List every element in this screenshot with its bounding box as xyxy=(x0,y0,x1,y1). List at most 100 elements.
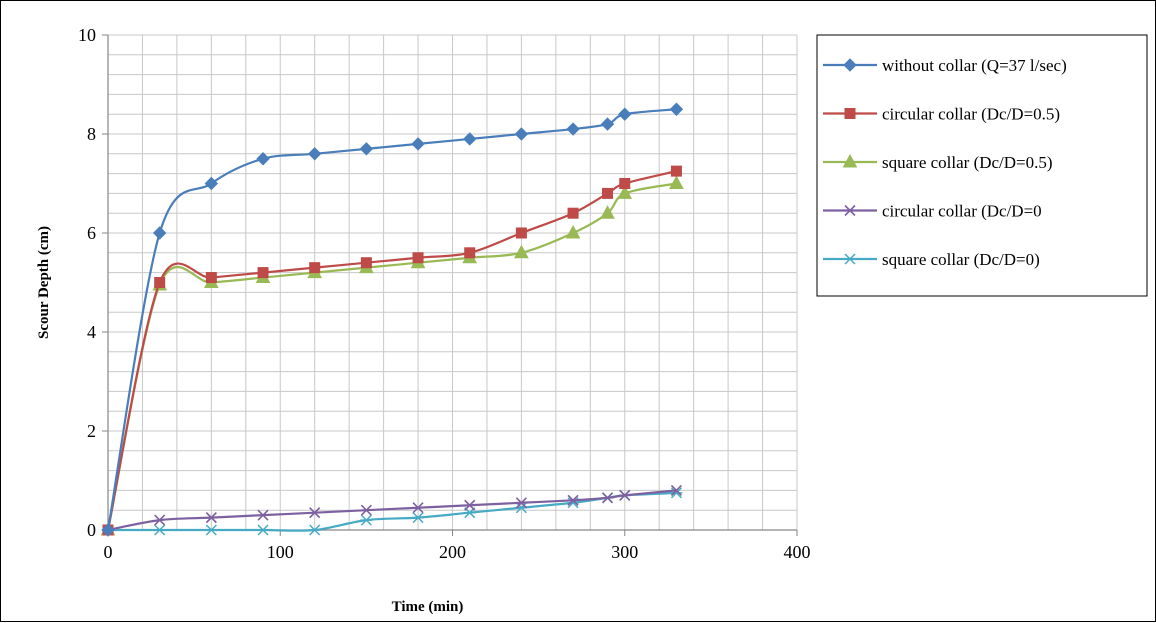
grid-lines xyxy=(107,34,798,531)
data-point xyxy=(309,507,321,519)
data-point xyxy=(308,524,321,536)
data-point xyxy=(515,497,527,509)
legend-swatch-marker xyxy=(844,204,856,217)
legend-label: circular collar (Dc/D=0.5) xyxy=(882,105,1060,124)
data-point xyxy=(101,523,115,537)
y-tick-label: 8 xyxy=(87,124,96,144)
tick-labels: 0 100 200 300 400 0 2 4 6 8 10 xyxy=(78,25,811,562)
data-point xyxy=(204,176,219,191)
data-point xyxy=(412,502,424,514)
marker-stroke xyxy=(412,502,424,514)
data-point xyxy=(463,132,477,146)
series-5 xyxy=(102,487,683,536)
data-point xyxy=(619,178,631,189)
data-point xyxy=(205,512,217,524)
data-point xyxy=(567,494,579,506)
series-4 xyxy=(102,484,682,536)
data-point xyxy=(153,524,166,536)
legend-box xyxy=(816,34,1148,297)
legend: without collar (Q=37 l/sec) circular coll… xyxy=(816,34,1148,297)
data-point xyxy=(257,509,269,521)
legend-item: without collar (Q=37 l/sec) xyxy=(823,56,1067,75)
data-point xyxy=(670,484,682,496)
data-point xyxy=(670,165,682,177)
data-point xyxy=(309,262,321,274)
data-point xyxy=(360,514,373,526)
data-point xyxy=(307,147,322,161)
data-point xyxy=(669,175,684,189)
legend-label: without collar (Q=37 l/sec) xyxy=(882,56,1067,75)
marker-stroke xyxy=(257,509,269,521)
data-point xyxy=(257,524,270,536)
data-point xyxy=(359,142,374,156)
data-point xyxy=(152,226,167,240)
data-point xyxy=(514,127,529,141)
data-point xyxy=(670,487,683,499)
y-tick-label: 6 xyxy=(87,223,96,243)
y-tick-label: 2 xyxy=(87,421,96,441)
data-point xyxy=(566,122,580,136)
data-point xyxy=(601,492,614,504)
marker-stroke xyxy=(515,497,527,509)
legend-item: circular collar (Dc/D=0 xyxy=(823,202,1042,221)
legend-label: square collar (Dc/D=0.5) xyxy=(882,153,1053,172)
series-2 xyxy=(102,165,682,536)
x-tick-label: 0 xyxy=(104,542,113,562)
data-point xyxy=(154,514,166,526)
legend-item: square collar (Dc/D=0) xyxy=(823,250,1040,269)
data-point xyxy=(360,257,372,269)
legend-label: circular collar (Dc/D=0 xyxy=(882,202,1042,221)
legend-item: circular collar (Dc/D=0.5) xyxy=(823,105,1060,124)
marker-stroke xyxy=(567,494,579,506)
marker-stroke xyxy=(154,514,166,526)
marker-stroke xyxy=(309,507,321,519)
legend-swatch-marker xyxy=(844,253,856,265)
data-point xyxy=(464,499,476,511)
marker-stroke xyxy=(601,492,614,504)
series-group xyxy=(100,102,684,537)
data-point xyxy=(411,137,425,151)
y-tick-label: 10 xyxy=(78,25,96,45)
x-tick-label: 200 xyxy=(439,542,466,562)
marker-stroke xyxy=(670,484,682,496)
series-line xyxy=(106,108,677,531)
marker-stroke xyxy=(619,489,631,501)
legend-item: square collar (Dc/D=0.5) xyxy=(823,153,1053,172)
legend-swatch-marker xyxy=(842,153,858,168)
data-point xyxy=(618,107,632,121)
data-point xyxy=(154,277,166,288)
data-point xyxy=(600,117,615,131)
marker-stroke xyxy=(844,204,856,217)
legend-label: square collar (Dc/D=0) xyxy=(882,250,1040,269)
data-point xyxy=(412,252,424,264)
data-point xyxy=(360,504,372,516)
marker-stroke xyxy=(205,512,217,524)
y-tick-label: 4 xyxy=(87,322,96,342)
data-point xyxy=(602,187,614,199)
legend-swatch-marker xyxy=(843,58,857,72)
data-point xyxy=(565,224,581,239)
series-3 xyxy=(100,175,684,536)
data-point xyxy=(412,512,425,524)
marker-stroke xyxy=(360,504,372,516)
y-axis-title: Scour Depth (cm) xyxy=(36,226,52,339)
series-line xyxy=(106,182,677,531)
x-tick-label: 400 xyxy=(784,542,811,562)
data-point xyxy=(205,524,218,536)
data-point xyxy=(514,244,529,259)
data-point xyxy=(464,247,476,259)
x-axis-title: Time (min) xyxy=(392,599,464,615)
x-tick-label: 100 xyxy=(267,542,294,562)
marker-stroke xyxy=(464,499,476,511)
data-point xyxy=(256,152,270,166)
x-tick-label: 300 xyxy=(611,542,638,562)
data-point xyxy=(617,185,633,199)
data-point xyxy=(669,102,684,116)
y-tick-label: 0 xyxy=(87,520,96,540)
data-point xyxy=(567,207,579,219)
data-point xyxy=(600,205,615,219)
data-point xyxy=(619,489,631,501)
series-1 xyxy=(101,102,684,537)
